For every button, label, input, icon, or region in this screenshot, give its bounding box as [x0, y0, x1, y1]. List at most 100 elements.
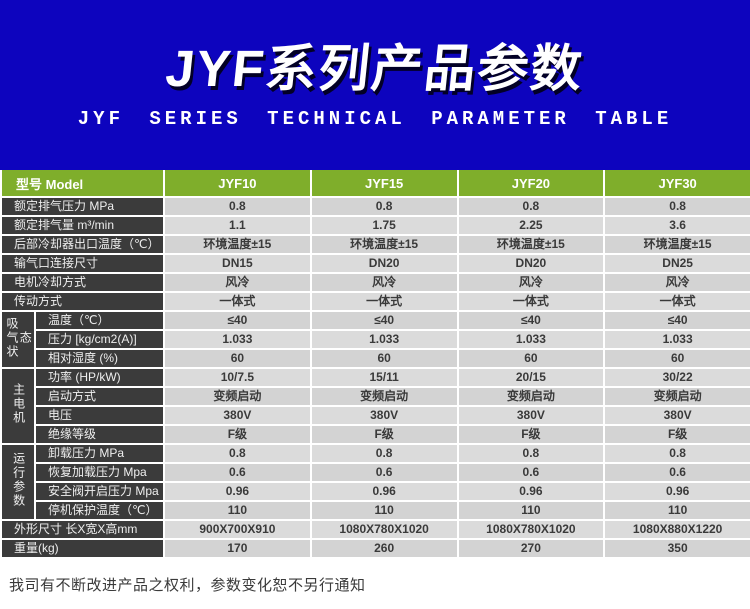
page-title: JYF系列产品参数 — [163, 40, 587, 98]
group-label-cell: 吸气状态 — [0, 310, 36, 369]
value-cell: 60 — [603, 348, 750, 369]
value-cell: 260 — [309, 538, 459, 559]
row-label-cell: 功率 (HP/kW) — [33, 367, 166, 388]
value-cell: 60 — [163, 348, 312, 369]
value-cell: DN20 — [309, 253, 459, 274]
value-cell: 270 — [456, 538, 606, 559]
value-cell: ≤40 — [456, 310, 606, 331]
table-header-row: 型号 Model JYF10 JYF15 JYF20 JYF30 — [0, 170, 750, 198]
value-cell: 0.6 — [456, 462, 606, 483]
table-row: 恢复加载压力 Mpa 0.6 0.6 0.6 0.6 — [1, 462, 750, 483]
value-cell: 380V — [603, 405, 750, 426]
value-cell: 变频启动 — [456, 386, 606, 407]
row-label-cell: 电压 — [33, 405, 166, 426]
table-row: 绝缘等级 F级 F级 F级 F级 — [1, 424, 750, 445]
value-cell: 一体式 — [456, 291, 606, 312]
value-cell: DN20 — [456, 253, 606, 274]
value-cell: ≤40 — [163, 310, 312, 331]
parameter-table: 型号 Model JYF10 JYF15 JYF20 JYF30 额定排气压力 … — [0, 170, 750, 559]
table-row: 额定排气压力 MPa 0.8 0.8 0.8 0.8 — [0, 196, 750, 217]
value-cell: 1.1 — [163, 215, 312, 236]
value-cell: 0.8 — [603, 196, 750, 217]
value-cell: 0.8 — [456, 443, 606, 464]
value-cell: 变频启动 — [163, 386, 312, 407]
row-label-cell: 启动方式 — [33, 386, 166, 407]
value-cell: 一体式 — [163, 291, 312, 312]
group-label-text: 主电机 — [11, 383, 26, 426]
value-cell: 0.8 — [163, 196, 312, 217]
value-cell: 0.6 — [603, 462, 750, 483]
group-label-text: 吸气状态 — [5, 316, 33, 359]
value-cell: 900X700X910 — [163, 519, 312, 540]
value-cell: 环境温度±15 — [309, 234, 459, 255]
group-label-cell: 主电机 — [0, 367, 36, 445]
row-label-cell: 额定排气压力 MPa — [0, 196, 166, 217]
value-cell: 0.8 — [309, 196, 459, 217]
value-cell: 一体式 — [309, 291, 459, 312]
row-label-cell: 绝缘等级 — [33, 424, 166, 445]
value-cell: 380V — [163, 405, 312, 426]
value-cell: 60 — [456, 348, 606, 369]
row-label-cell: 电机冷却方式 — [0, 272, 166, 293]
table-row: 相对湿度 (%) 60 60 60 60 — [1, 348, 750, 369]
value-cell: 0.96 — [456, 481, 606, 502]
value-cell: 0.6 — [163, 462, 312, 483]
value-cell: 1.033 — [163, 329, 312, 350]
table-row: 运行参数 卸载压力 MPa 0.8 0.8 0.8 0.8 — [0, 443, 750, 521]
banner: JYF系列产品参数 JYF SERIES TECHNICAL PARAMETER… — [0, 0, 750, 170]
table-row: 停机保护温度（℃） 110 110 110 110 — [1, 500, 750, 521]
table-row: 压力 [kg/cm2(A)] 1.033 1.033 1.033 1.033 — [1, 329, 750, 350]
model-header-jyf20: JYF20 — [456, 170, 606, 198]
model-header-jyf15: JYF15 — [309, 170, 459, 198]
value-cell: 380V — [456, 405, 606, 426]
value-cell: 1.033 — [309, 329, 459, 350]
table-body: 额定排气压力 MPa 0.8 0.8 0.8 0.8 额定排气量 m³/min 1.1 1.7… — [0, 196, 750, 559]
value-cell: 110 — [309, 500, 459, 521]
value-cell: 0.96 — [309, 481, 459, 502]
value-cell: F级 — [456, 424, 606, 445]
model-header-cell: 型号 Model — [0, 170, 166, 198]
value-cell: 1080X880X1220 — [603, 519, 750, 540]
value-cell: 0.96 — [603, 481, 750, 502]
table-row: 重量(kg) 170 260 270 350 — [0, 538, 750, 559]
row-label-cell: 恢复加载压力 Mpa — [33, 462, 166, 483]
value-cell: 15/11 — [309, 367, 459, 388]
value-cell: 0.96 — [163, 481, 312, 502]
value-cell: 380V — [309, 405, 459, 426]
table-row: 后部冷却器出口温度（℃） 环境温度±15 环境温度±15 环境温度±15 环境温度±15 — [0, 234, 750, 255]
row-label-cell: 传动方式 — [0, 291, 166, 312]
row-label-cell: 安全阀开启压力 Mpa — [33, 481, 166, 502]
table-row: 启动方式 变频启动 变频启动 变频启动 变频启动 — [1, 386, 750, 407]
row-label-cell: 停机保护温度（℃） — [33, 500, 166, 521]
value-cell: F级 — [603, 424, 750, 445]
row-label-cell: 后部冷却器出口温度（℃） — [0, 234, 166, 255]
table-row: 电压 380V 380V 380V 380V — [1, 405, 750, 426]
table-row: 主电机 功率 (HP/kW) 10/7.5 15/11 20/15 30/22 — [0, 367, 750, 445]
value-cell: 0.8 — [163, 443, 312, 464]
table-row: 输气口连接尺寸 DN15 DN20 DN20 DN25 — [0, 253, 750, 274]
value-cell: 环境温度±15 — [163, 234, 312, 255]
group-label-text: 运行参数 — [11, 452, 26, 509]
value-cell: 30/22 — [603, 367, 750, 388]
value-cell: F级 — [309, 424, 459, 445]
value-cell: ≤40 — [309, 310, 459, 331]
value-cell: 风冷 — [163, 272, 312, 293]
table-row: 吸气状态 温度（℃） ≤40 ≤40 ≤40 ≤40 — [0, 310, 750, 369]
value-cell: 350 — [603, 538, 750, 559]
value-cell: DN25 — [603, 253, 750, 274]
table-row: 传动方式 一体式 一体式 一体式 一体式 — [0, 291, 750, 312]
row-label-cell: 重量(kg) — [0, 538, 166, 559]
value-cell: ≤40 — [603, 310, 750, 331]
group-label-cell: 运行参数 — [0, 443, 36, 521]
value-cell: 一体式 — [603, 291, 750, 312]
value-cell: 110 — [163, 500, 312, 521]
model-header-jyf10: JYF10 — [163, 170, 312, 198]
table-row: 额定排气量 m³/min 1.1 1.75 2.25 3.6 — [0, 215, 750, 236]
value-cell: 110 — [603, 500, 750, 521]
value-cell: 风冷 — [456, 272, 606, 293]
value-cell: 环境温度±15 — [456, 234, 606, 255]
row-label-cell: 输气口连接尺寸 — [0, 253, 166, 274]
value-cell: 3.6 — [603, 215, 750, 236]
row-label-cell: 外形尺寸 长X宽X高mm — [0, 519, 166, 540]
